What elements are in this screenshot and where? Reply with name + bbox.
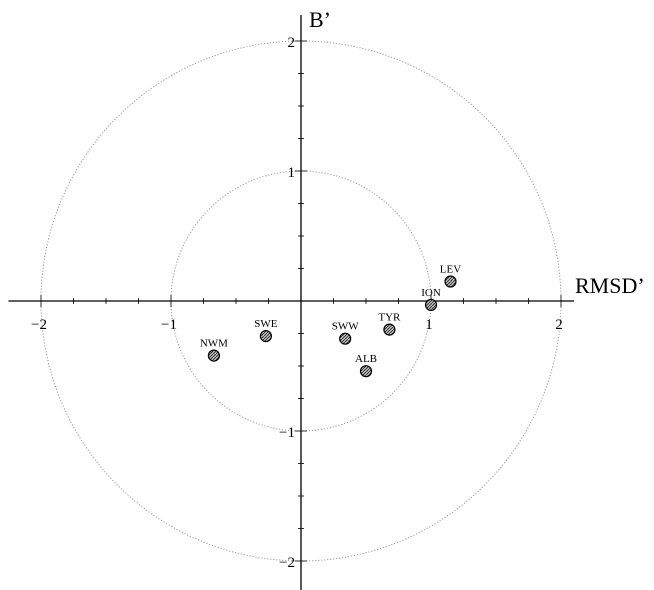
point-marker: [383, 323, 396, 336]
data-point-swe: SWE: [254, 318, 278, 343]
point-label: LEV: [440, 264, 461, 276]
y-tick-label: 1: [288, 165, 296, 181]
y-tick-label: −1: [279, 425, 295, 441]
x-axis-title: RMSD’: [575, 273, 645, 298]
point-marker: [339, 332, 352, 345]
point-label: NWM: [200, 338, 228, 350]
y-tick-label: −2: [279, 555, 295, 571]
point-marker: [444, 275, 457, 288]
point-marker: [359, 365, 373, 378]
point-label: SWE: [254, 318, 278, 330]
data-point-ion: ION: [421, 287, 441, 311]
y-tick-label: 2: [288, 35, 296, 51]
point-marker: [207, 349, 220, 362]
data-point-lev: LEV: [440, 264, 461, 288]
data-point-tyr: TYR: [378, 312, 401, 336]
point-marker: [424, 298, 438, 311]
point-label: ION: [421, 287, 441, 299]
point-label: TYR: [378, 312, 401, 324]
point-label: ALB: [355, 353, 377, 365]
y-axis-title: B’: [309, 7, 331, 32]
x-tick-label: −1: [161, 317, 177, 333]
data-points: LEV ION TYR SWW ALB SWE NWM: [200, 264, 461, 378]
x-tick-label: 2: [555, 317, 563, 333]
data-point-sww: SWW: [332, 321, 360, 345]
axes: [8, 15, 574, 590]
data-point-alb: ALB: [355, 353, 377, 378]
x-tick-label: −2: [31, 317, 47, 333]
point-label: SWW: [332, 321, 360, 333]
point-marker: [259, 330, 272, 343]
ticks: −2 −1 1 2 2 1 −1 −2: [31, 35, 563, 571]
x-tick-label: 1: [425, 317, 433, 333]
data-point-nwm: NWM: [200, 338, 228, 362]
